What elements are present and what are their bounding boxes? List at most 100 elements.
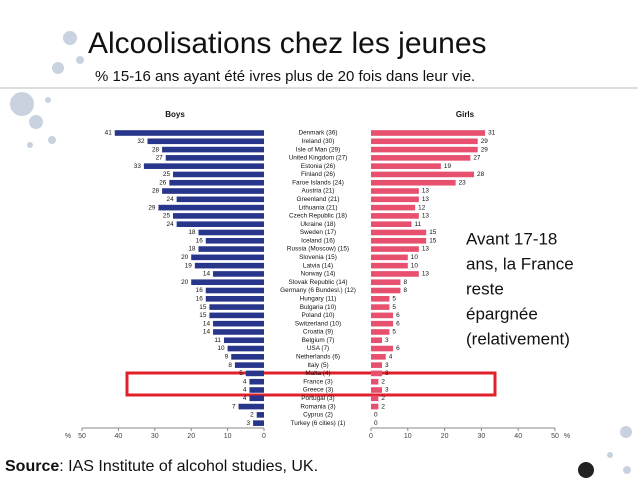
bar (227, 345, 264, 352)
value-label: 12 (418, 204, 426, 211)
x-tick-label: 30 (478, 433, 486, 440)
bar (158, 204, 264, 211)
x-tick-label: 50 (78, 433, 86, 440)
bar (371, 387, 383, 393)
value-label: 13 (422, 188, 430, 195)
category-label: Ireland (30) (302, 138, 335, 145)
value-label: 5 (392, 329, 396, 336)
bar (234, 362, 264, 368)
subtitle: % 15-16 ans ayant été ivres plus de 20 f… (95, 68, 475, 85)
value-label: 10 (217, 345, 225, 352)
value-label: 14 (203, 320, 211, 327)
value-label: 24 (167, 196, 175, 203)
category-label: Germany (6 Bundesl.) (12) (280, 287, 356, 294)
value-label: 13 (422, 196, 430, 203)
value-label: 5 (239, 370, 243, 377)
category-label: Ukraine (18) (300, 221, 335, 228)
bar (371, 171, 475, 178)
bar (371, 204, 416, 211)
category-label: Switzerland (10) (295, 320, 341, 327)
bar (371, 254, 408, 261)
bar (371, 262, 408, 269)
annotation: épargnée (466, 304, 538, 323)
bar (371, 329, 390, 335)
series-name: Boys (165, 110, 185, 119)
title: Alcoolisations chez les jeunes (88, 27, 487, 60)
bar (371, 370, 383, 377)
value-label: 8 (403, 279, 407, 286)
value-label: 0 (374, 412, 378, 419)
bar (371, 378, 379, 385)
category-label: Romania (3) (300, 403, 335, 410)
value-label: 4 (243, 378, 247, 385)
bar (173, 213, 264, 219)
value-label: 19 (444, 163, 452, 170)
bar (209, 304, 264, 310)
bar (371, 196, 419, 203)
category-label: France (3) (303, 378, 332, 385)
bar (213, 271, 264, 277)
value-label: 25 (163, 171, 171, 178)
value-label: 20 (181, 254, 189, 261)
category-label: Netherlands (6) (296, 354, 340, 361)
value-label: 23 (459, 179, 467, 186)
x-tick-label: 10 (404, 433, 412, 440)
bar (371, 320, 394, 327)
value-label: 8 (228, 362, 232, 369)
bar (165, 155, 264, 161)
value-label: 20 (181, 279, 189, 286)
x-tick-label: 40 (115, 433, 123, 440)
annotation: (relativement) (466, 329, 570, 348)
bar (249, 378, 264, 385)
value-label: 2 (381, 403, 385, 410)
bar (253, 420, 264, 426)
decor (10, 31, 632, 474)
value-label: 28 (477, 171, 485, 178)
value-label: 27 (473, 155, 481, 162)
bar (162, 188, 264, 194)
x-tick-label: 40 (514, 433, 522, 440)
value-label: 24 (167, 221, 175, 228)
decor-dot (578, 462, 594, 478)
category-label: Denmark (36) (298, 130, 337, 137)
bar (249, 395, 264, 402)
value-label: 26 (159, 179, 167, 186)
source-text: : IAS Institute of alcohol studies, UK. (59, 458, 318, 475)
bar (213, 329, 264, 335)
bar (169, 179, 264, 186)
bar (114, 130, 264, 136)
bar (191, 254, 264, 261)
bar (371, 337, 383, 344)
bar (371, 179, 456, 186)
bar (176, 221, 264, 227)
bar (371, 213, 419, 219)
bar (371, 354, 386, 360)
category-label: Russia (Moscow) (15) (287, 246, 349, 253)
bar (371, 138, 478, 145)
bar (173, 171, 264, 178)
value-label: 28 (152, 146, 160, 153)
x-tick-label: 30 (151, 433, 159, 440)
series-name: Girls (456, 110, 475, 119)
value-label: 9 (225, 354, 229, 361)
value-label: 29 (148, 204, 156, 211)
category-label: USA (7) (307, 345, 329, 352)
category-label: Greece (3) (303, 387, 334, 394)
value-label: 18 (188, 229, 196, 236)
bar (213, 320, 264, 327)
value-label: 2 (381, 378, 385, 385)
bar (191, 279, 264, 286)
bar (371, 130, 486, 136)
bar (371, 279, 401, 286)
category-label: Lithuania (21) (298, 204, 337, 211)
bar (371, 287, 401, 294)
category-label: Malta (4) (305, 370, 330, 377)
category-label: Isle of Man (29) (296, 146, 340, 153)
value-label: 16 (196, 287, 204, 294)
value-label: 29 (481, 146, 489, 153)
value-label: 33 (134, 163, 142, 170)
value-label: 2 (381, 395, 385, 402)
category-label: Latvia (14) (303, 262, 333, 269)
category-label: Norway (14) (301, 271, 336, 278)
value-label: 15 (199, 304, 207, 311)
